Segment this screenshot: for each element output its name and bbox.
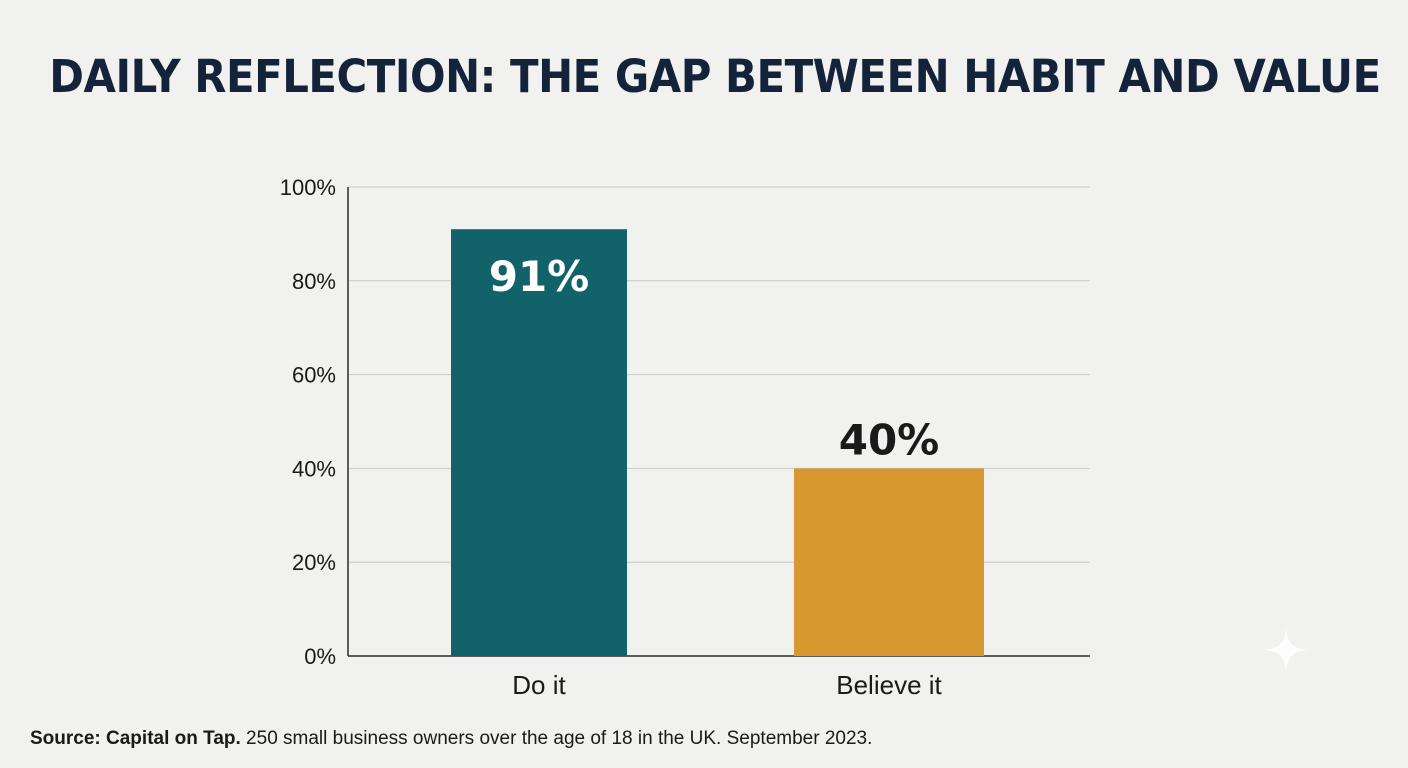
y-tick-label: 100% bbox=[280, 175, 336, 200]
bar-believe-it bbox=[794, 468, 984, 656]
y-tick-label: 0% bbox=[304, 644, 336, 669]
x-tick-label: Do it bbox=[512, 670, 566, 700]
sparkle-icon bbox=[1264, 628, 1308, 672]
data-label: 40% bbox=[839, 415, 940, 464]
source-label: Source: Capital on Tap. bbox=[30, 728, 241, 749]
bar-do-it bbox=[451, 229, 627, 656]
y-tick-label: 80% bbox=[292, 269, 336, 294]
source-note: Source: Capital on Tap. 250 small busine… bbox=[30, 728, 872, 750]
page-title: DAILY REFLECTION: THE GAP BETWEEN HABIT … bbox=[49, 50, 1381, 103]
y-tick-label: 60% bbox=[292, 363, 336, 388]
y-tick-label: 40% bbox=[292, 456, 336, 481]
data-label: 91% bbox=[489, 252, 590, 301]
y-tick-label: 20% bbox=[292, 550, 336, 575]
source-text: 250 small business owners over the age o… bbox=[240, 728, 873, 749]
x-tick-label: Believe it bbox=[836, 670, 942, 700]
